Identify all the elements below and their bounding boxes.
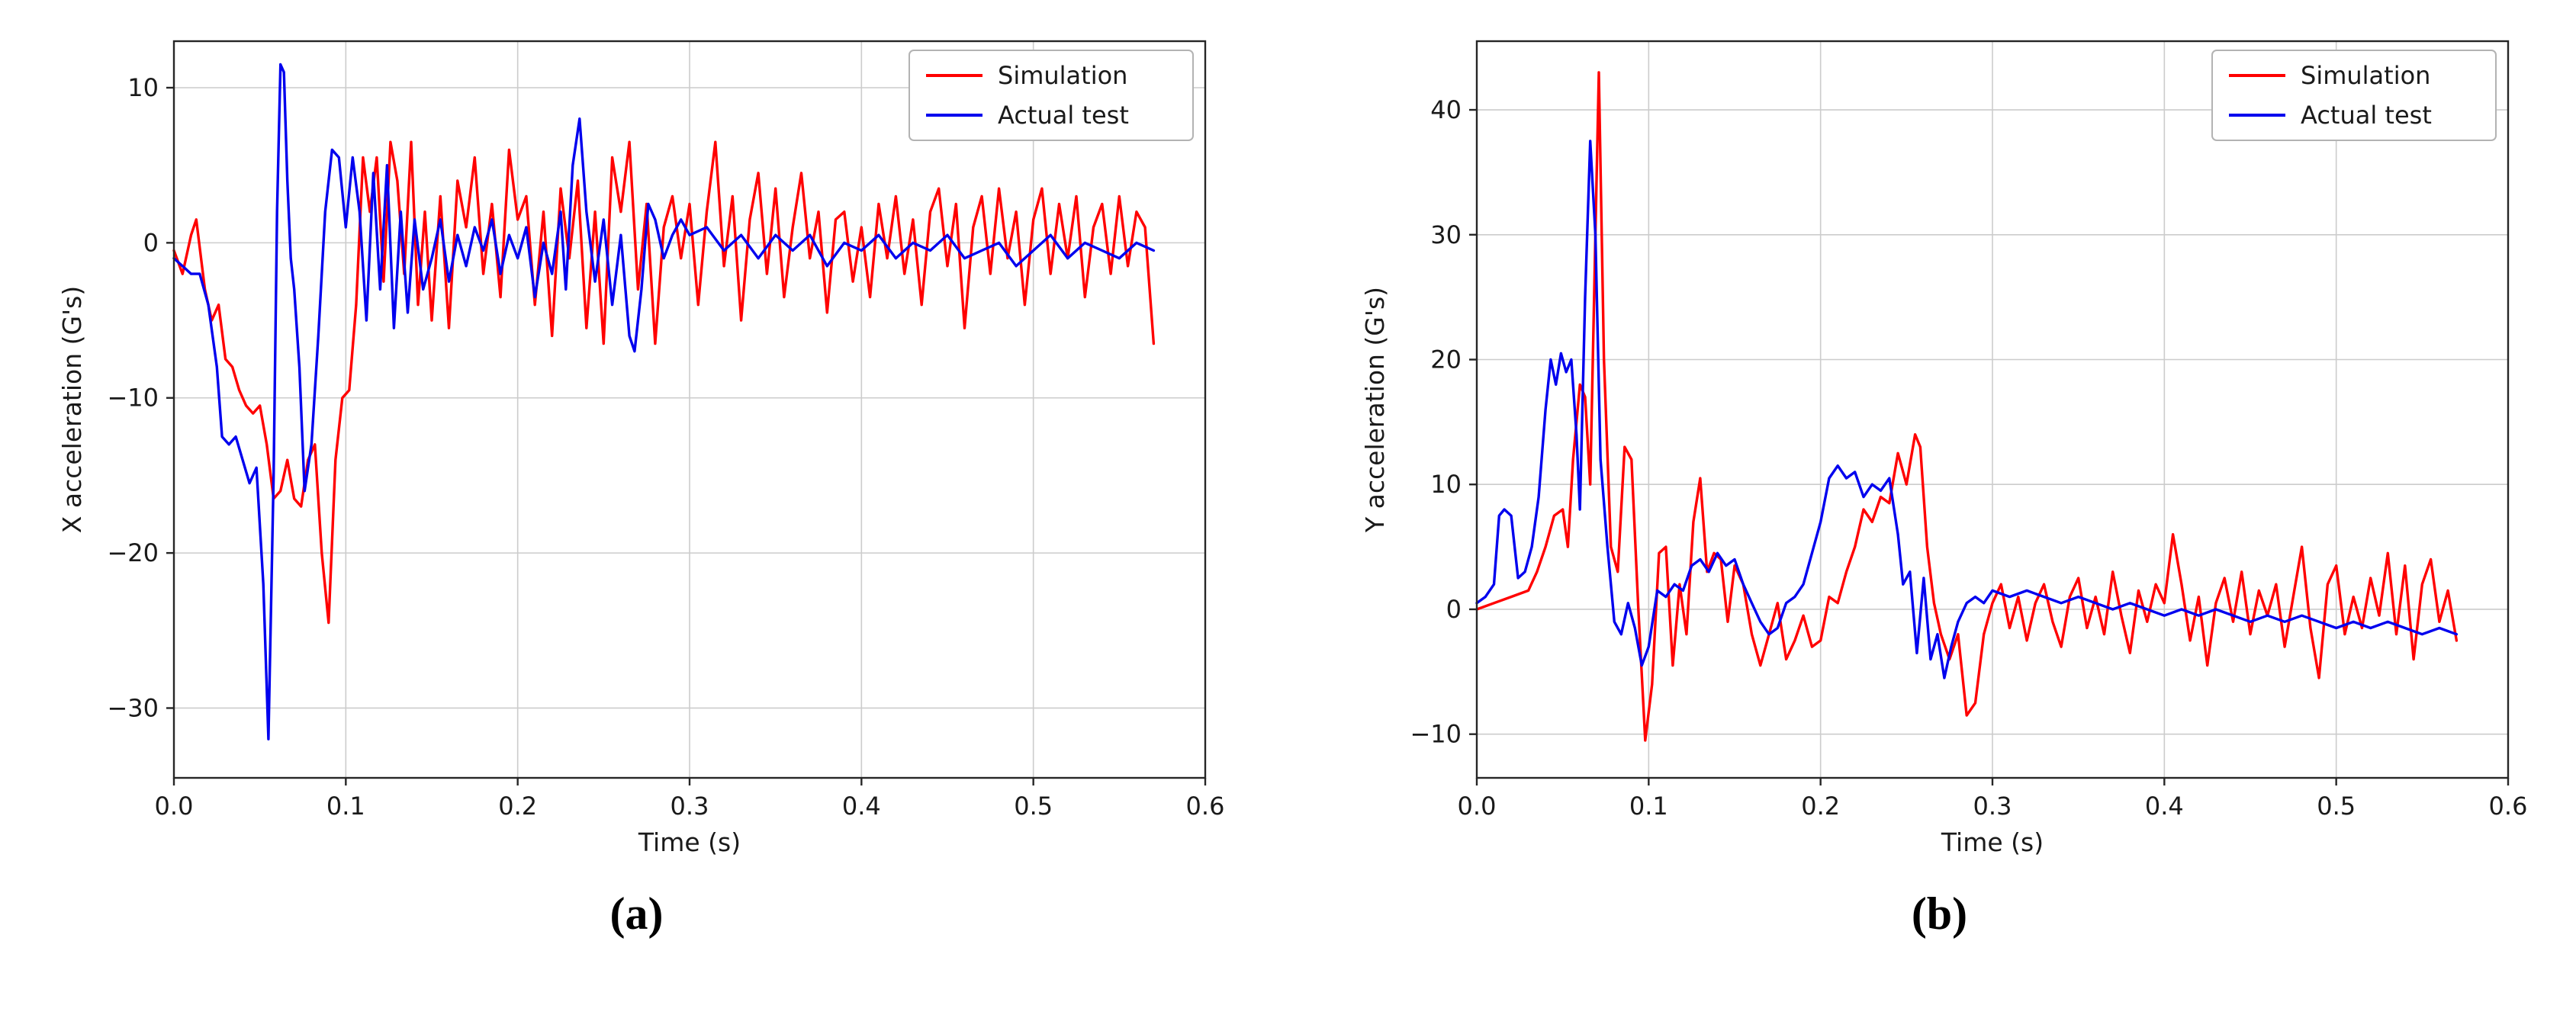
figure-row: 0.0 0.1 0.2 0.3 0.4 0.5 0.6 −30 −20 −10 0 10 Time (s… bbox=[42, 14, 2534, 940]
panel-b: 0.0 0.1 0.2 0.3 0.4 0.5 0.6 −10 0 10 20 30 40 Time (s… bbox=[1345, 14, 2534, 940]
svg-text:30: 30 bbox=[1430, 220, 1462, 249]
svg-text:40: 40 bbox=[1430, 95, 1462, 124]
caption-b: (b) bbox=[1911, 888, 1968, 939]
chart-y-acceleration: 0.0 0.1 0.2 0.3 0.4 0.5 0.6 −10 0 10 20 30 40 Time (s… bbox=[1345, 14, 2534, 866]
svg-text:0.6: 0.6 bbox=[1185, 792, 1224, 821]
svg-text:0.4: 0.4 bbox=[2144, 792, 2183, 821]
svg-text:0.0: 0.0 bbox=[154, 792, 193, 821]
svg-text:0.0: 0.0 bbox=[1457, 792, 1496, 821]
svg-text:0.3: 0.3 bbox=[1973, 792, 2012, 821]
svg-text:0.2: 0.2 bbox=[498, 792, 537, 821]
svg-text:X acceleration (G's): X acceleration (G's) bbox=[57, 286, 87, 533]
chart-x-acceleration: 0.0 0.1 0.2 0.3 0.4 0.5 0.6 −30 −20 −10 0 10 Time (s… bbox=[42, 14, 1231, 866]
svg-text:10: 10 bbox=[127, 73, 159, 102]
svg-text:0.1: 0.1 bbox=[326, 792, 365, 821]
svg-text:0.6: 0.6 bbox=[2488, 792, 2527, 821]
svg-text:10: 10 bbox=[1430, 470, 1462, 499]
svg-text:Time (s): Time (s) bbox=[1940, 827, 2043, 857]
svg-text:Actual test: Actual test bbox=[998, 101, 1129, 130]
caption-a: (a) bbox=[609, 888, 664, 939]
svg-text:20: 20 bbox=[1430, 345, 1462, 374]
svg-text:0.2: 0.2 bbox=[1801, 792, 1840, 821]
svg-text:−10: −10 bbox=[1410, 720, 1462, 749]
svg-text:Simulation: Simulation bbox=[2301, 61, 2430, 90]
svg-text:0.5: 0.5 bbox=[1014, 792, 1053, 821]
svg-text:Y acceleration (G's): Y acceleration (G's) bbox=[1360, 287, 1390, 533]
svg-text:0.3: 0.3 bbox=[670, 792, 709, 821]
svg-text:0: 0 bbox=[143, 228, 158, 257]
svg-text:−30: −30 bbox=[107, 693, 159, 722]
svg-text:0: 0 bbox=[1446, 595, 1461, 624]
svg-text:−20: −20 bbox=[107, 538, 159, 567]
svg-text:Simulation: Simulation bbox=[998, 61, 1127, 90]
svg-text:Actual test: Actual test bbox=[2301, 101, 2432, 130]
svg-text:−10: −10 bbox=[107, 384, 159, 413]
svg-text:0.1: 0.1 bbox=[1629, 792, 1667, 821]
svg-text:Time (s): Time (s) bbox=[637, 827, 740, 857]
svg-text:0.5: 0.5 bbox=[2317, 792, 2356, 821]
panel-a: 0.0 0.1 0.2 0.3 0.4 0.5 0.6 −30 −20 −10 0 10 Time (s… bbox=[42, 14, 1231, 940]
svg-text:0.4: 0.4 bbox=[841, 792, 880, 821]
